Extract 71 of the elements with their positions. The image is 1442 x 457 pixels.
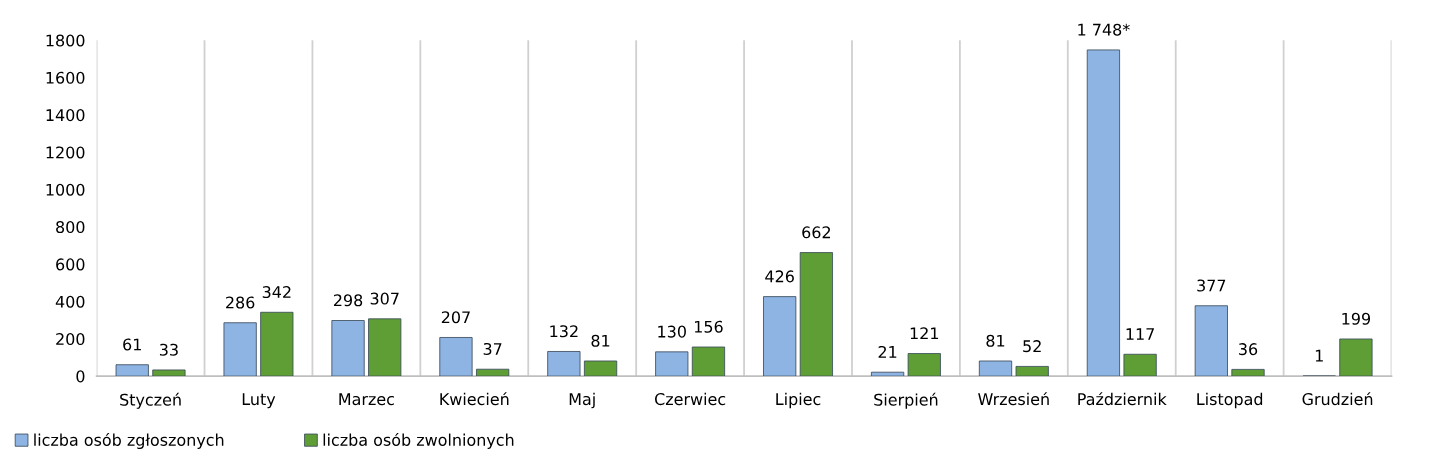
data-label: 199 bbox=[1342, 312, 1371, 325]
x-tick-label: Styczeń bbox=[120, 392, 181, 409]
bar bbox=[476, 368, 510, 377]
x-tick-label: Luty bbox=[242, 393, 276, 409]
data-label: 1 bbox=[1315, 349, 1323, 362]
data-label: 52 bbox=[1023, 340, 1041, 353]
y-tick-label: 200 bbox=[56, 333, 85, 346]
data-label: 21 bbox=[878, 345, 897, 358]
data-label: 33 bbox=[159, 343, 178, 356]
bar bbox=[1339, 338, 1373, 377]
x-tick-label: Lipiec bbox=[776, 392, 821, 409]
bar bbox=[655, 351, 689, 377]
bar bbox=[870, 371, 905, 377]
data-label: 1 748* bbox=[1078, 23, 1130, 36]
legend-label: liczba osób zgłoszonych bbox=[34, 432, 224, 450]
bar bbox=[547, 351, 581, 377]
y-tick-label: 400 bbox=[55, 295, 85, 308]
bar bbox=[1123, 353, 1157, 377]
data-label: 130 bbox=[658, 325, 686, 338]
bar bbox=[583, 360, 618, 377]
y-tick-label: 800 bbox=[56, 221, 85, 234]
data-label: 61 bbox=[123, 338, 141, 351]
data-label: 121 bbox=[910, 327, 939, 340]
bar bbox=[978, 360, 1013, 377]
bar bbox=[763, 296, 797, 377]
bar bbox=[1086, 49, 1121, 377]
data-label: 342 bbox=[262, 286, 291, 299]
bar bbox=[1194, 305, 1228, 377]
y-tick-label: 1400 bbox=[46, 109, 85, 122]
bar bbox=[223, 322, 257, 377]
bar bbox=[115, 364, 149, 377]
data-label: 81 bbox=[986, 334, 1005, 347]
data-label: 81 bbox=[591, 334, 610, 347]
data-label: 132 bbox=[550, 325, 578, 338]
data-label: 307 bbox=[370, 292, 399, 305]
x-tick-label: Marzec bbox=[339, 393, 394, 406]
x-tick-label: Grudzień bbox=[1302, 392, 1373, 406]
bar bbox=[260, 311, 294, 377]
x-tick-label: Wrzesień bbox=[978, 392, 1049, 406]
data-label: 286 bbox=[226, 296, 255, 309]
x-tick-label: Kwiecień bbox=[440, 392, 509, 406]
bar bbox=[799, 252, 833, 377]
data-label: 207 bbox=[441, 311, 470, 324]
data-label: 426 bbox=[765, 270, 794, 283]
bar bbox=[439, 337, 473, 377]
y-tick-label: 1200 bbox=[46, 146, 85, 159]
data-label: 298 bbox=[333, 294, 363, 307]
bar bbox=[368, 318, 402, 377]
y-tick-label: 600 bbox=[56, 258, 85, 271]
x-tick-label: Czerwiec bbox=[654, 392, 726, 406]
x-tick-label: Sierpień bbox=[874, 392, 938, 409]
y-tick-label: 1800 bbox=[46, 34, 85, 47]
y-tick-label: 1000 bbox=[46, 183, 85, 196]
y-tick-label: 0 bbox=[76, 370, 85, 383]
data-label: 37 bbox=[483, 342, 502, 355]
bar bbox=[152, 369, 186, 377]
bar bbox=[1015, 365, 1049, 377]
data-label: 36 bbox=[1239, 343, 1258, 356]
data-label: 156 bbox=[694, 320, 723, 333]
legend-label: liczba osób zwolnionych bbox=[323, 432, 514, 450]
x-tick-label: Listopad bbox=[1197, 392, 1263, 409]
x-tick-label: Październik bbox=[1078, 392, 1167, 406]
data-label: 662 bbox=[802, 226, 831, 239]
bar bbox=[907, 353, 941, 377]
y-tick-label: 1600 bbox=[46, 71, 85, 84]
data-label: 117 bbox=[1126, 328, 1154, 340]
bar bbox=[331, 320, 365, 377]
data-label: 377 bbox=[1197, 279, 1226, 292]
bar bbox=[691, 346, 726, 377]
x-tick-label: Maj bbox=[569, 392, 595, 409]
bar bbox=[1231, 368, 1265, 377]
